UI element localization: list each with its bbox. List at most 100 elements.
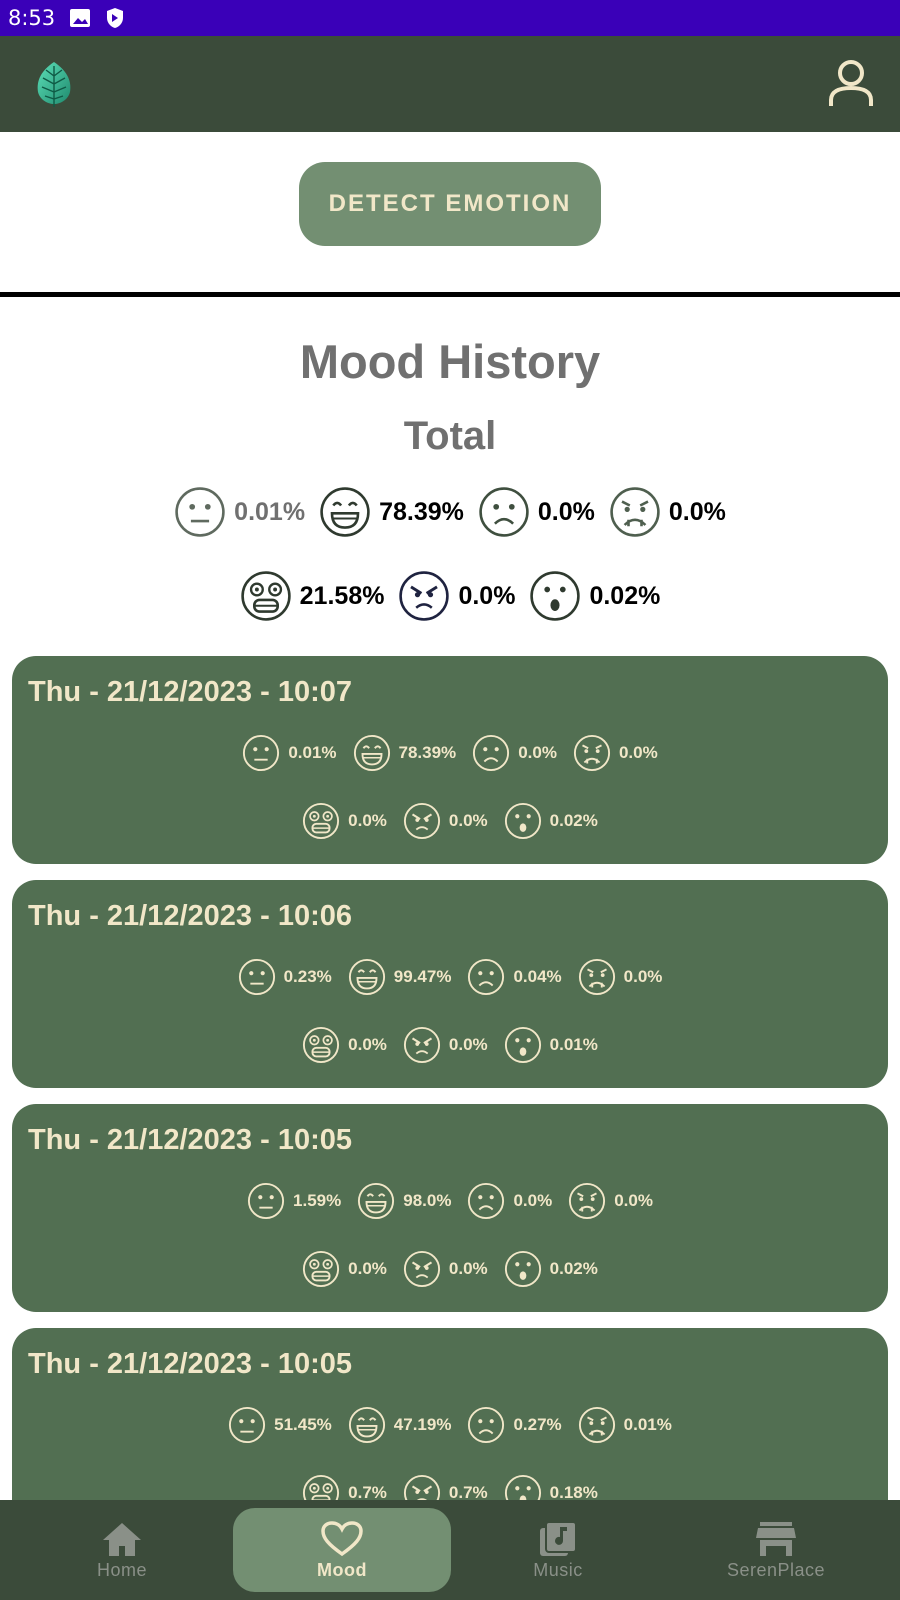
entry-sad-value: 0.04% xyxy=(513,967,562,986)
entry-surprise-value: 0.18% xyxy=(549,1483,598,1502)
sad-face-icon xyxy=(467,958,505,996)
entry-neutral-value: 0.23% xyxy=(283,967,332,986)
entry-happy: 99.47% xyxy=(348,958,452,996)
mood-history-card[interactable]: Thu - 21/12/2023 - 10:07 0.01% 78.39% 0.0% 0… xyxy=(12,656,888,864)
entry-neutral-value: 51.45% xyxy=(274,1415,332,1434)
total-angry: 0.0% xyxy=(398,570,515,622)
entry-neutral-value: 0.01% xyxy=(288,743,337,762)
profile-icon[interactable] xyxy=(828,58,874,108)
total-fear: 21.58% xyxy=(240,570,384,622)
entry-surprise: 0.02% xyxy=(504,802,598,840)
entry-disgust: 0.0% xyxy=(568,1182,653,1220)
neutral-face-icon xyxy=(228,1406,266,1444)
surprise-face-icon xyxy=(504,802,542,840)
neutral-face-icon xyxy=(247,1182,285,1220)
entry-angry: 0.0% xyxy=(403,1250,488,1288)
total-disgust: 0.0% xyxy=(609,486,726,538)
entry-row-1: 51.45% 47.19% 0.27% 0.01% xyxy=(12,1406,888,1444)
entry-disgust-value: 0.0% xyxy=(623,967,663,986)
total-row-1: 0.01% 78.39% 0.0% 0.0% xyxy=(0,486,900,538)
entry-date: Thu - 21/12/2023 - 10:05 xyxy=(28,1348,352,1380)
fear-face-icon xyxy=(302,1026,340,1064)
total-subtitle: Total xyxy=(403,414,497,458)
entry-fear: 0.0% xyxy=(302,802,387,840)
bottom-navigation: Home Mood Music SerenPlace xyxy=(0,1500,900,1600)
surprise-face-icon xyxy=(504,1026,542,1064)
detect-emotion-button[interactable]: DETECT EMOTION xyxy=(299,162,601,246)
entry-fear: 0.0% xyxy=(302,1026,387,1064)
entry-sad-value: 0.27% xyxy=(513,1415,562,1434)
surprise-face-icon xyxy=(529,570,581,622)
nav-music[interactable]: Music xyxy=(482,1508,634,1592)
leaf-logo-icon[interactable] xyxy=(34,60,74,108)
neutral-face-icon xyxy=(174,486,226,538)
fear-face-icon xyxy=(302,802,340,840)
total-sad-value: 0.0% xyxy=(537,497,595,526)
entry-sad-value: 0.0% xyxy=(518,743,557,762)
surprise-face-icon xyxy=(504,1250,542,1288)
entry-happy: 47.19% xyxy=(348,1406,451,1444)
app-bar xyxy=(0,36,900,132)
entry-surprise: 0.01% xyxy=(504,1026,598,1064)
entry-happy-value: 99.47% xyxy=(393,967,452,986)
entry-happy: 98.0% xyxy=(357,1182,451,1220)
happy-face-icon xyxy=(319,486,371,538)
nav-mood[interactable]: Mood xyxy=(233,1508,451,1592)
total-disgust-value: 0.0% xyxy=(668,497,726,526)
shield-notification-icon xyxy=(107,8,124,28)
total-surprise: 0.02% xyxy=(529,570,660,622)
entry-angry: 0.0% xyxy=(403,1026,488,1064)
entry-fear-value: 0.0% xyxy=(348,811,387,830)
happy-face-icon xyxy=(348,958,386,996)
entry-angry-value: 0.0% xyxy=(448,1035,488,1054)
total-neutral-value: 0.01% xyxy=(234,497,306,526)
total-sad: 0.0% xyxy=(478,486,595,538)
disgust-face-icon xyxy=(578,958,616,996)
disgust-face-icon xyxy=(573,734,611,772)
entry-disgust-value: 0.0% xyxy=(614,1191,653,1210)
mood-history-title: Mood History xyxy=(299,335,601,388)
nav-serenplace[interactable]: SerenPlace xyxy=(700,1508,852,1592)
angry-face-icon xyxy=(403,1026,441,1064)
entry-row-1: 1.59% 98.0% 0.0% 0.0% xyxy=(12,1182,888,1220)
total-surprise-value: 0.02% xyxy=(589,581,661,610)
neutral-face-icon xyxy=(238,958,276,996)
entry-neutral-value: 1.59% xyxy=(293,1191,342,1210)
image-notification-icon xyxy=(70,9,91,27)
entry-disgust: 0.0% xyxy=(573,734,658,772)
total-neutral: 0.01% xyxy=(174,486,305,538)
entry-angry: 0.7% xyxy=(403,1474,488,1512)
fear-face-icon xyxy=(302,1250,340,1288)
entry-date: Thu - 21/12/2023 - 10:05 xyxy=(28,1124,352,1156)
entry-happy-value: 78.39% xyxy=(398,743,457,762)
entry-sad: 0.04% xyxy=(467,958,562,996)
store-icon xyxy=(756,1521,796,1556)
entry-neutral: 0.23% xyxy=(238,958,332,996)
nav-mood-label: Mood xyxy=(317,1559,367,1580)
entry-row-2: 0.0% 0.0% 0.01% xyxy=(12,1026,888,1064)
mood-history-card[interactable]: Thu - 21/12/2023 - 10:05 1.59% 98.0% 0.0% 0.… xyxy=(12,1104,888,1312)
entry-row-2: 0.7% 0.7% 0.18% xyxy=(12,1474,888,1512)
entry-angry-value: 0.0% xyxy=(448,1259,488,1278)
entry-happy: 78.39% xyxy=(353,734,457,772)
disgust-face-icon xyxy=(578,1406,616,1444)
entry-disgust-value: 0.01% xyxy=(623,1415,672,1434)
happy-face-icon xyxy=(348,1406,386,1444)
mood-history-card[interactable]: Thu - 21/12/2023 - 10:06 0.23% 99.47% 0.04%… xyxy=(12,880,888,1088)
entry-disgust: 0.01% xyxy=(578,1406,672,1444)
disgust-face-icon xyxy=(568,1182,606,1220)
entry-sad: 0.27% xyxy=(467,1406,562,1444)
entry-date: Thu - 21/12/2023 - 10:06 xyxy=(28,900,352,932)
divider xyxy=(0,292,900,297)
entry-sad: 0.0% xyxy=(472,734,557,772)
sad-face-icon xyxy=(467,1182,505,1220)
total-row-2: 21.58% 0.0% 0.02% xyxy=(0,570,900,622)
nav-music-label: Music xyxy=(533,1559,583,1580)
heart-icon xyxy=(321,1520,363,1556)
nav-home[interactable]: Home xyxy=(46,1508,198,1592)
status-time: 8:53 xyxy=(8,6,56,30)
sad-face-icon xyxy=(467,1406,505,1444)
entry-surprise: 0.18% xyxy=(504,1474,598,1512)
disgust-face-icon xyxy=(609,486,661,538)
angry-face-icon xyxy=(403,1250,441,1288)
